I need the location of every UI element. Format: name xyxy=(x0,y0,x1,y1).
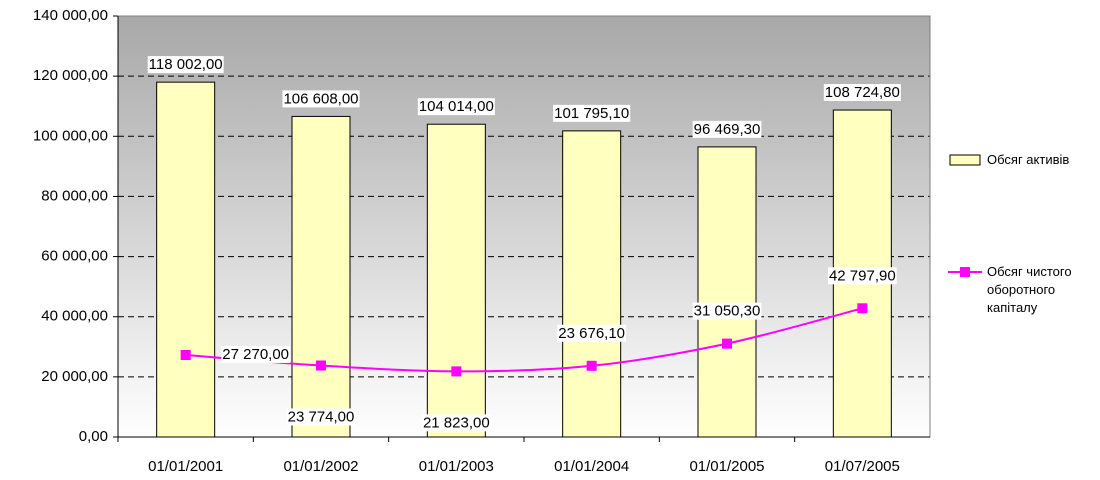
line-marker xyxy=(451,366,462,377)
line-value-label: 42 797,90 xyxy=(829,267,896,284)
bar-value-label: 108 724,80 xyxy=(825,84,900,101)
plot-area xyxy=(118,16,930,437)
bar xyxy=(156,81,216,438)
bar xyxy=(291,115,351,438)
line xyxy=(185,307,863,373)
x-tick-label: 01/07/2005 xyxy=(825,458,900,475)
line-value-label-bg xyxy=(827,267,897,285)
line-marker xyxy=(316,360,326,371)
bar-value-label-bg xyxy=(692,120,762,138)
bar-value-label: 96 469,30 xyxy=(694,121,761,138)
bar-value-label-bg xyxy=(823,84,901,102)
line-marker xyxy=(180,349,191,360)
bar-value-label: 101 795,10 xyxy=(554,105,629,122)
line-value-label-bg xyxy=(557,324,627,342)
line-marker xyxy=(586,360,597,371)
line-value-label: 23 774,00 xyxy=(288,408,355,425)
y-tick-label: 100 000,00 xyxy=(33,127,108,144)
bar-value-label-bg xyxy=(553,104,631,122)
line-value-label: 27 270,00 xyxy=(222,346,289,363)
y-tick-label: 80 000,00 xyxy=(41,187,108,204)
legend-swatch-marker xyxy=(960,267,970,277)
legend-swatch xyxy=(949,154,981,166)
x-tick-label: 01/01/2002 xyxy=(283,458,358,475)
x-tick-label: 01/01/2004 xyxy=(554,458,629,475)
line-value-label-bg xyxy=(221,345,291,363)
y-tick-label: 60 000,00 xyxy=(41,248,108,265)
y-tick-label: 0,00 xyxy=(79,428,108,445)
bar-value-label-bg xyxy=(417,98,495,116)
legend-label: Обсяг чистого оборотного капіталу xyxy=(987,264,1072,315)
line-value-label: 23 676,10 xyxy=(558,325,625,342)
y-tick-label: 40 000,00 xyxy=(41,308,108,325)
line-value-label-bg xyxy=(692,302,762,320)
bar-value-label: 104 014,00 xyxy=(419,98,494,115)
y-tick-label: 120 000,00 xyxy=(33,67,108,84)
bar xyxy=(697,146,757,438)
x-tick-label: 01/01/2003 xyxy=(419,458,494,475)
bar-value-label: 118 002,00 xyxy=(149,56,223,73)
bar xyxy=(562,130,622,438)
y-tick-label: 20 000,00 xyxy=(41,368,108,385)
line-value-label: 31 050,30 xyxy=(694,303,761,320)
line-marker xyxy=(857,303,868,314)
x-tick-label: 01/01/2005 xyxy=(689,458,764,475)
bar-value-label-bg xyxy=(282,90,360,108)
line-value-label-bg xyxy=(421,414,491,432)
legend-label: Обсяг активів xyxy=(987,152,1070,167)
y-tick-label: 140 000,00 xyxy=(33,7,108,24)
bar xyxy=(426,123,486,438)
bar-value-label-bg xyxy=(147,56,224,74)
line-marker xyxy=(722,338,732,349)
bar-value-label: 106 608,00 xyxy=(283,90,358,107)
line-value-label-bg xyxy=(286,408,356,426)
x-tick-label: 01/01/2001 xyxy=(148,458,223,475)
line-value-label: 21 823,00 xyxy=(423,414,490,431)
